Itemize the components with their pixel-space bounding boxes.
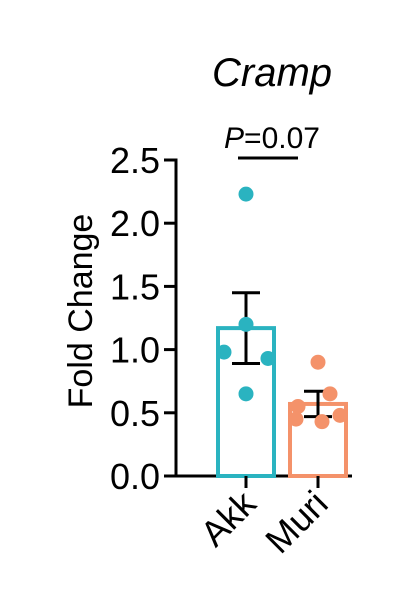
significance-annotation: P=0.07	[224, 122, 320, 155]
bars	[216, 291, 348, 478]
chart-title: Cramp	[212, 51, 332, 95]
data-point-akk	[260, 350, 276, 366]
p-value: =0.07	[244, 122, 320, 155]
y-tick-label: 2.0	[110, 203, 160, 244]
data-point-akk	[238, 386, 254, 402]
x-tick-label-akk: Akk	[192, 482, 264, 554]
y-tick-label: 0.0	[110, 456, 160, 497]
data-point-muri	[290, 398, 306, 414]
data-point-muri	[332, 407, 348, 423]
data-point-akk	[238, 316, 254, 332]
y-tick-label: 1.0	[110, 330, 160, 371]
data-point-muri	[314, 414, 330, 430]
x-tick-label-muri: Muri	[257, 483, 335, 561]
data-point-muri	[310, 354, 326, 370]
y-axis: 0.0 0.5 1.0 1.5 2.0 2.5	[110, 140, 352, 497]
y-tick-label: 1.5	[110, 266, 160, 307]
p-symbol: P	[224, 122, 244, 155]
y-tick-label: 2.5	[110, 140, 160, 181]
data-point-akk	[216, 344, 232, 360]
data-point-muri	[288, 411, 304, 427]
y-axis-label: Fold Change	[62, 214, 100, 409]
data-points	[216, 186, 348, 430]
y-tick-label: 0.5	[110, 393, 160, 434]
data-point-akk	[238, 186, 254, 202]
data-point-muri	[322, 386, 338, 402]
